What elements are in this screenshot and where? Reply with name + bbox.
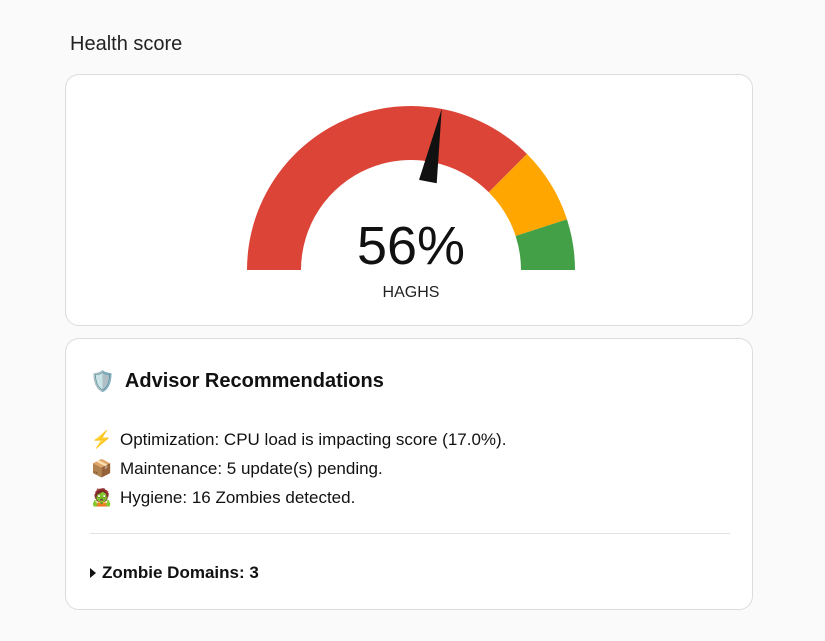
list-item: 🧟 Hygiene: 16 Zombies detected.: [90, 483, 506, 512]
zombie-domains-label: Zombie Domains: 3: [102, 563, 259, 582]
advisor-header: 🛡️ Advisor Recommendations: [90, 369, 384, 394]
zombie-icon: 🧟: [91, 488, 113, 507]
list-item: ⚡ Optimization: CPU load is impacting sco…: [90, 425, 506, 454]
list-item: 📦 Maintenance: 5 update(s) pending.: [90, 454, 506, 483]
recommendation-list: ⚡ Optimization: CPU load is impacting sco…: [90, 425, 506, 512]
divider: [90, 533, 730, 534]
recommendation-text: Hygiene: 16 Zombies detected.: [120, 488, 356, 507]
gauge-segment-1: [488, 154, 567, 237]
gauge: [247, 105, 575, 270]
zombie-domains-toggle[interactable]: Zombie Domains: 3: [90, 563, 259, 583]
gauge-segment-2: [515, 219, 575, 270]
advisor-card: 🛡️ Advisor Recommendations ⚡ Optimization…: [65, 338, 753, 610]
gauge-segment-0: [247, 105, 527, 270]
gauge-needle: [419, 108, 442, 184]
gauge-card[interactable]: 56% HAGHS: [65, 74, 753, 326]
shield-icon: 🛡️: [90, 371, 115, 393]
gauge-unit: HAGHS: [382, 284, 440, 301]
card-title: Health score: [70, 33, 183, 55]
caret-right-icon: [90, 568, 96, 578]
lightning-icon: ⚡: [91, 430, 113, 449]
advisor-title: Advisor Recommendations: [124, 370, 384, 392]
recommendation-text: Maintenance: 5 update(s) pending.: [120, 459, 383, 478]
package-icon: 📦: [91, 459, 113, 478]
recommendation-text: Optimization: CPU load is impacting scor…: [120, 430, 507, 449]
gauge-value: 56%: [356, 216, 466, 276]
